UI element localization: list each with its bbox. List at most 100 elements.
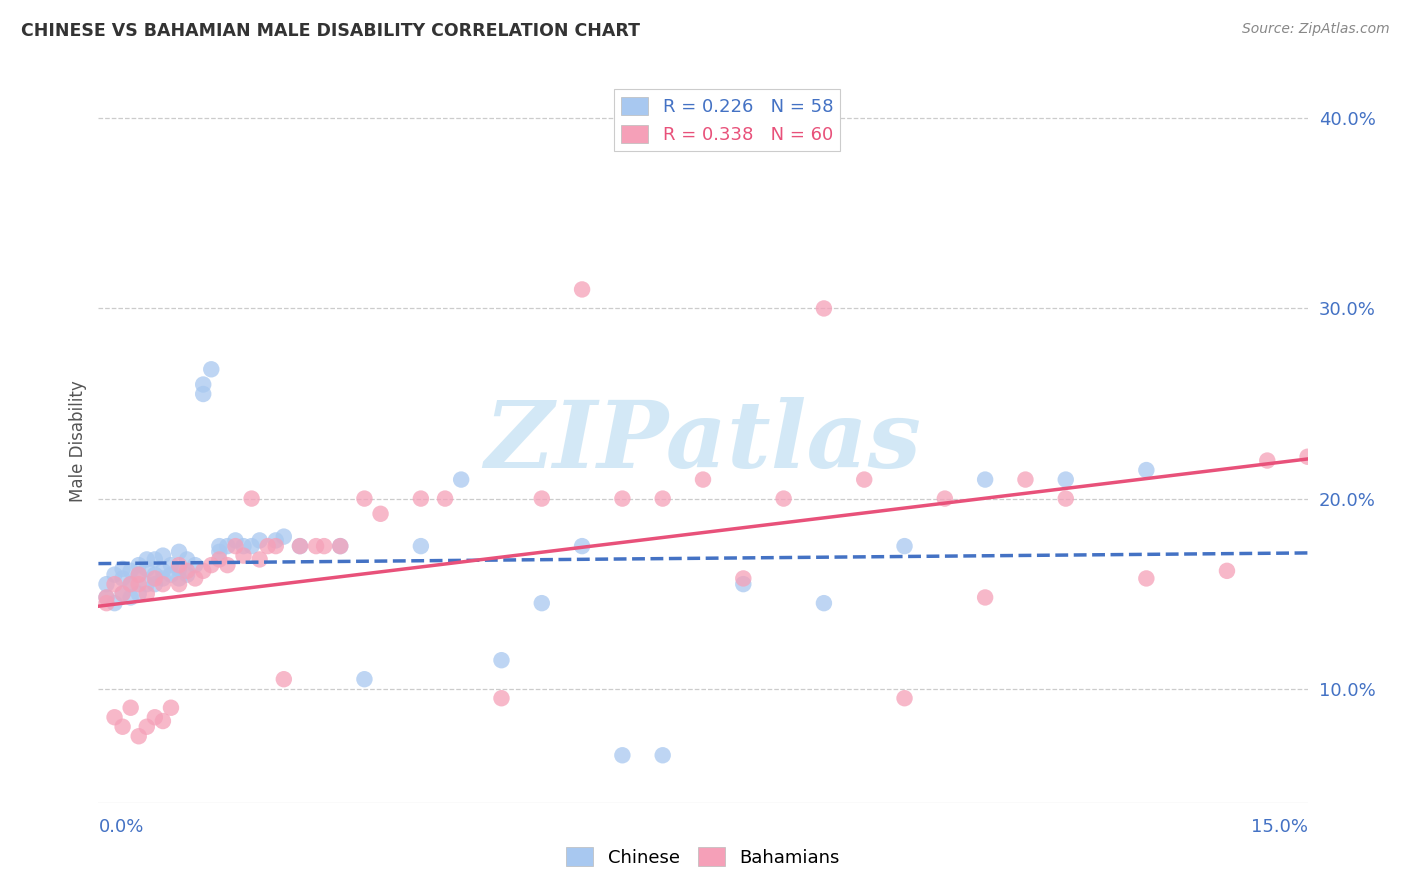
Point — [813, 301, 835, 316]
Point — [329, 539, 352, 553]
Point — [224, 533, 246, 548]
Point — [167, 562, 190, 576]
Point — [409, 491, 432, 506]
Point — [232, 549, 254, 563]
Point — [813, 596, 835, 610]
Point — [143, 710, 166, 724]
Point — [1054, 473, 1077, 487]
Point — [651, 491, 673, 506]
Point — [353, 491, 375, 506]
Point — [160, 558, 183, 573]
Point — [353, 672, 375, 686]
Point — [288, 539, 311, 553]
Point — [530, 491, 553, 506]
Point — [224, 539, 246, 553]
Point — [612, 748, 634, 763]
Point — [128, 587, 150, 601]
Point — [193, 387, 215, 401]
Point — [103, 577, 125, 591]
Point — [143, 552, 166, 566]
Point — [651, 748, 673, 763]
Point — [96, 596, 118, 610]
Point — [240, 491, 263, 506]
Point — [612, 491, 634, 506]
Point — [264, 533, 287, 548]
Point — [256, 539, 278, 553]
Point — [370, 507, 392, 521]
Point — [135, 587, 157, 601]
Text: 0.0%: 0.0% — [98, 818, 143, 836]
Text: 15.0%: 15.0% — [1250, 818, 1308, 836]
Point — [111, 587, 134, 601]
Point — [152, 549, 174, 563]
Point — [249, 533, 271, 548]
Point — [160, 700, 183, 714]
Point — [853, 473, 876, 487]
Point — [152, 714, 174, 728]
Point — [167, 571, 190, 585]
Point — [733, 577, 755, 591]
Point — [934, 491, 956, 506]
Point — [120, 564, 142, 578]
Point — [103, 596, 125, 610]
Point — [111, 562, 134, 576]
Point — [692, 473, 714, 487]
Y-axis label: Male Disability: Male Disability — [69, 381, 87, 502]
Point — [974, 591, 997, 605]
Point — [184, 558, 207, 573]
Point — [491, 653, 513, 667]
Point — [491, 691, 513, 706]
Text: ZIPatlas: ZIPatlas — [485, 397, 921, 486]
Point — [1216, 564, 1239, 578]
Point — [120, 591, 142, 605]
Point — [120, 700, 142, 714]
Text: CHINESE VS BAHAMIAN MALE DISABILITY CORRELATION CHART: CHINESE VS BAHAMIAN MALE DISABILITY CORR… — [21, 22, 640, 40]
Point — [167, 545, 190, 559]
Point — [120, 577, 142, 591]
Point — [111, 720, 134, 734]
Legend: Chinese, Bahamians: Chinese, Bahamians — [560, 840, 846, 874]
Point — [193, 564, 215, 578]
Point — [1256, 453, 1278, 467]
Point — [1054, 491, 1077, 506]
Point — [208, 539, 231, 553]
Point — [434, 491, 457, 506]
Point — [160, 567, 183, 582]
Point — [111, 571, 134, 585]
Point — [1135, 571, 1157, 585]
Point — [135, 577, 157, 591]
Point — [571, 282, 593, 296]
Point — [128, 567, 150, 582]
Point — [217, 558, 239, 573]
Point — [217, 539, 239, 553]
Point — [1135, 463, 1157, 477]
Point — [450, 473, 472, 487]
Point — [184, 571, 207, 585]
Point — [893, 691, 915, 706]
Point — [249, 552, 271, 566]
Point — [128, 567, 150, 582]
Point — [96, 577, 118, 591]
Point — [143, 567, 166, 582]
Point — [176, 552, 198, 566]
Point — [120, 577, 142, 591]
Point — [135, 562, 157, 576]
Point — [409, 539, 432, 553]
Point — [96, 591, 118, 605]
Point — [208, 552, 231, 566]
Point — [1296, 450, 1319, 464]
Point — [200, 362, 222, 376]
Point — [200, 558, 222, 573]
Point — [152, 577, 174, 591]
Point — [893, 539, 915, 553]
Point — [103, 567, 125, 582]
Point — [314, 539, 336, 553]
Point — [128, 729, 150, 743]
Point — [288, 539, 311, 553]
Point — [208, 545, 231, 559]
Legend: R = 0.226   N = 58, R = 0.338   N = 60: R = 0.226 N = 58, R = 0.338 N = 60 — [614, 89, 841, 152]
Point — [772, 491, 794, 506]
Point — [273, 530, 295, 544]
Point — [167, 558, 190, 573]
Point — [143, 571, 166, 585]
